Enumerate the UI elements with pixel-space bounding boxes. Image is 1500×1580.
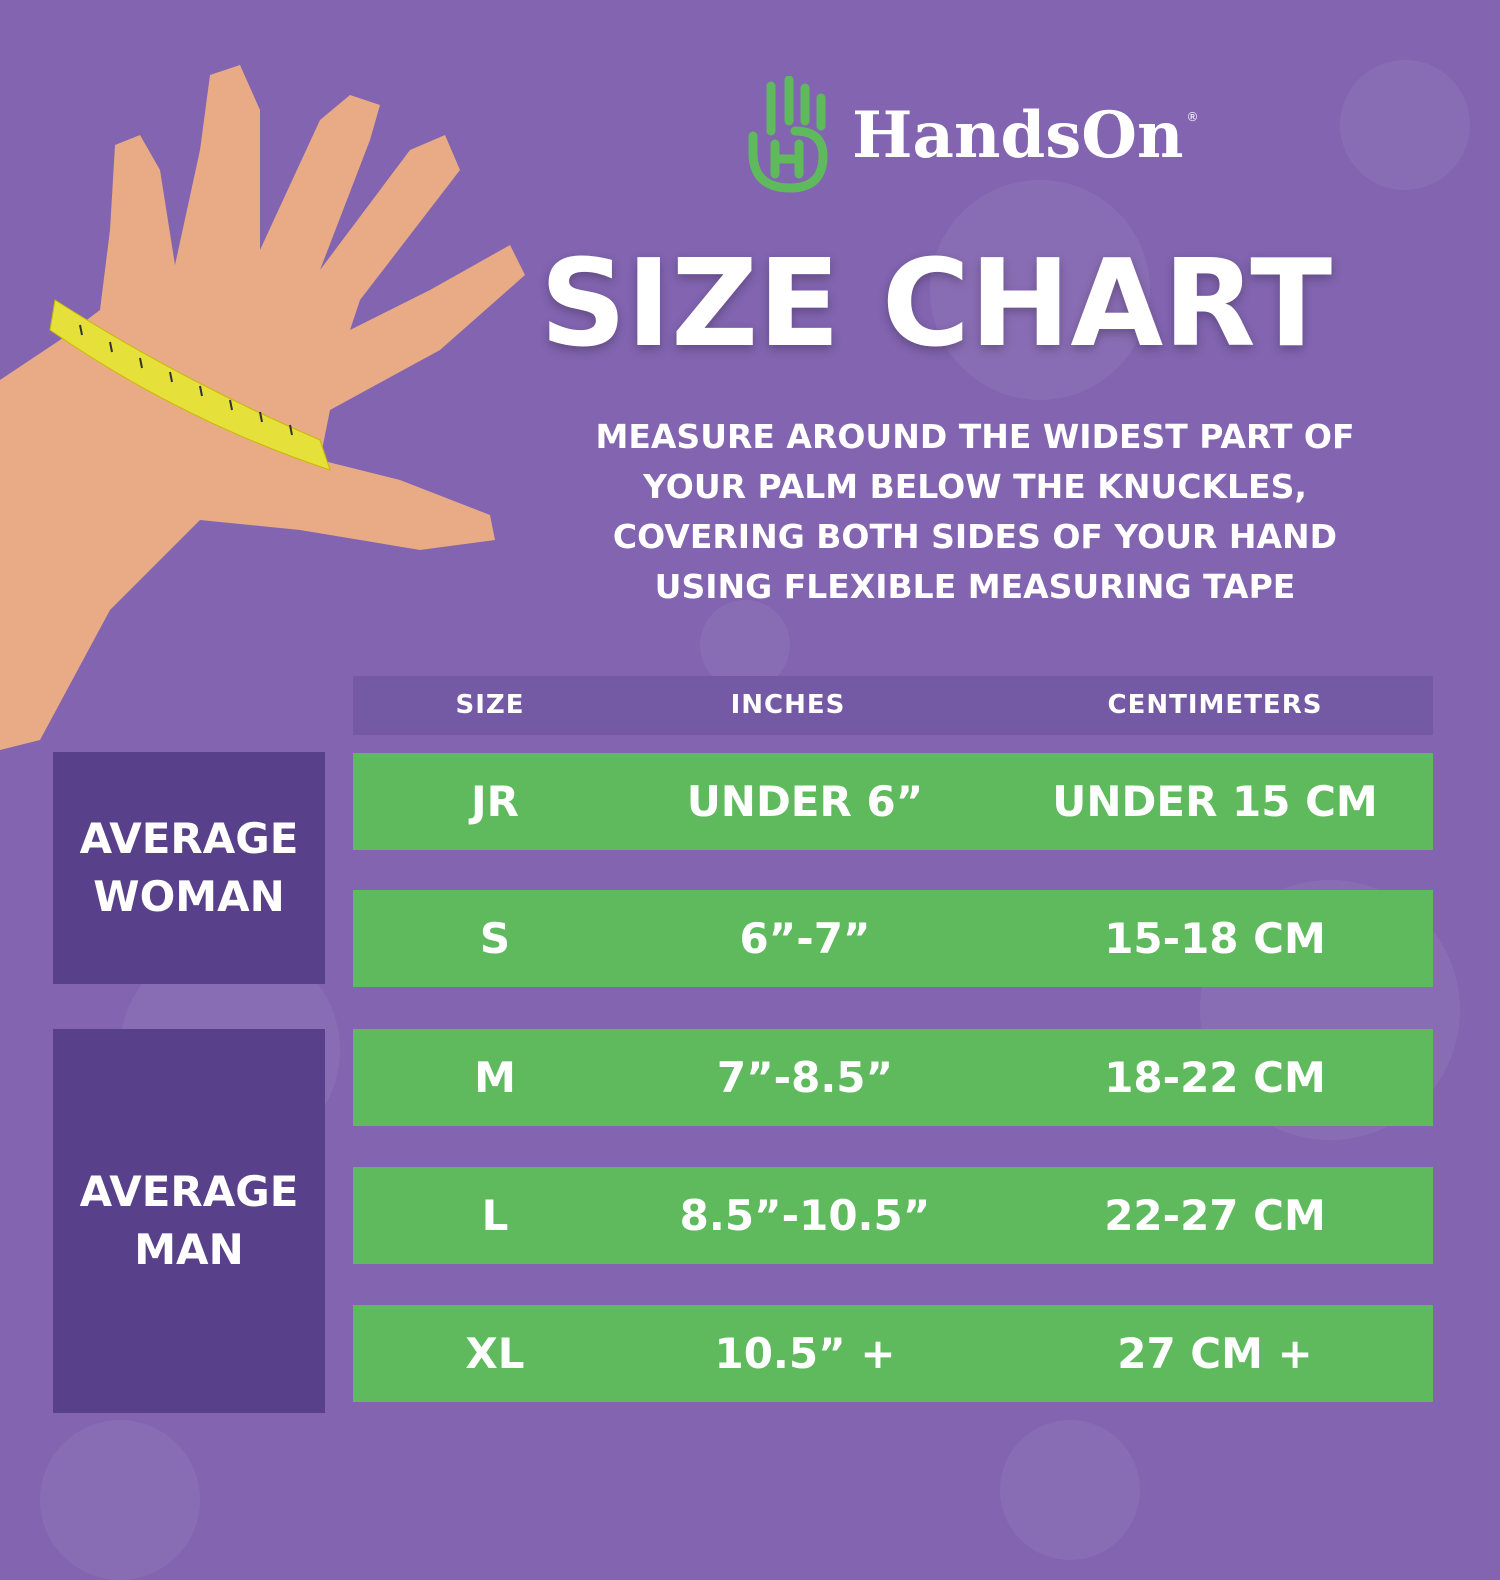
measuring-instructions: MEASURE AROUND THE WIDEST PART OF YOUR P… — [595, 417, 1355, 606]
group-average-man: AVERAGE MAN — [53, 1029, 325, 1413]
inches-cell: 6”-7” — [739, 914, 871, 963]
inches-cell: UNDER 6” — [686, 777, 924, 826]
brand-logo-text: HandsOn — [852, 98, 1184, 173]
size-cell: M — [474, 1053, 516, 1102]
size-cell: L — [481, 1191, 509, 1240]
cm-cell: 15-18 CM — [1104, 914, 1326, 963]
cm-cell: 22-27 CM — [1104, 1191, 1326, 1240]
inches-cell: 10.5” + — [714, 1329, 896, 1378]
handson-logo-icon — [748, 76, 828, 193]
group-label: AVERAGE MAN — [79, 1167, 299, 1274]
header-centimeters: CENTIMETERS — [1107, 690, 1323, 720]
table-row: L 8.5”-10.5” 22-27 CM — [353, 1167, 1433, 1264]
size-cell: JR — [471, 777, 519, 826]
cm-cell: UNDER 15 CM — [1052, 777, 1378, 826]
table-row: S 6”-7” 15-18 CM — [353, 890, 1433, 987]
header-size: SIZE — [455, 690, 525, 720]
brand-logo: HandsOn ® — [852, 96, 1199, 176]
group-average-woman: AVERAGE WOMAN — [53, 752, 325, 984]
header-inches: INCHES — [730, 690, 846, 720]
table-header: SIZE INCHES CENTIMETERS — [353, 676, 1433, 735]
size-cell: S — [479, 914, 511, 963]
size-cell: XL — [465, 1329, 525, 1378]
cm-cell: 18-22 CM — [1104, 1053, 1326, 1102]
hand-with-measuring-tape-image — [0, 65, 525, 750]
cm-cell: 27 CM + — [1117, 1329, 1313, 1378]
page-title: SIZE CHART — [540, 235, 1333, 374]
table-row: M 7”-8.5” 18-22 CM — [353, 1029, 1433, 1126]
table-row: XL 10.5” + 27 CM + — [353, 1305, 1433, 1402]
inches-cell: 8.5”-10.5” — [679, 1191, 931, 1240]
table-row: JR UNDER 6” UNDER 15 CM — [353, 753, 1433, 850]
inches-cell: 7”-8.5” — [716, 1053, 894, 1102]
group-label: AVERAGE WOMAN — [79, 814, 299, 921]
registered-mark: ® — [1186, 110, 1199, 124]
